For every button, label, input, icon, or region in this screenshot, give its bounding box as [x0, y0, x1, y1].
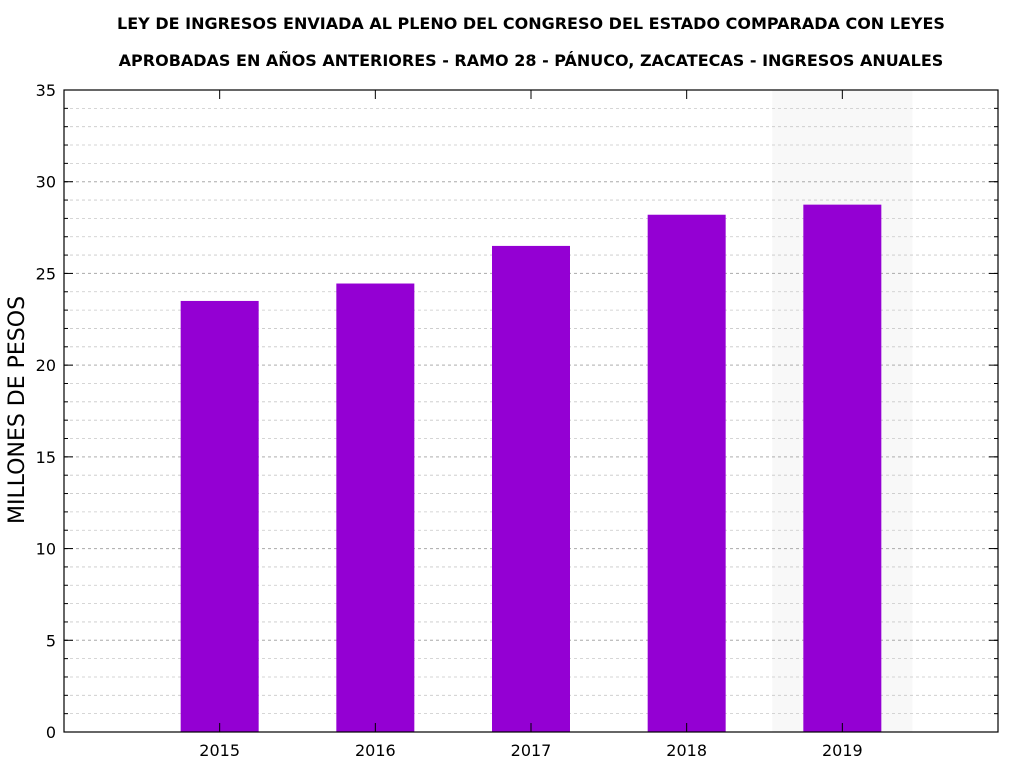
y-tick-label: 10 [36, 540, 56, 559]
y-tick-label: 35 [36, 81, 56, 100]
bar-2018 [647, 214, 726, 732]
bar-2019 [803, 204, 882, 733]
bar-2015 [180, 300, 259, 732]
y-tick-label: 20 [36, 356, 56, 375]
y-tick-label: 15 [36, 448, 56, 467]
y-tick-label: 30 [36, 173, 56, 192]
y-tick-label: 25 [36, 264, 56, 283]
x-tick-label: 2015 [199, 741, 240, 760]
x-tick-label: 2018 [666, 741, 707, 760]
y-tick-label: 5 [46, 631, 56, 650]
chart-title-line-1: LEY DE INGRESOS ENVIADA AL PLENO DEL CON… [117, 14, 945, 33]
y-axis-label: MILLONES DE PESOS [5, 296, 30, 524]
plot-frame [63, 89, 999, 733]
x-tick-label: 2017 [511, 741, 552, 760]
bar-2017 [492, 245, 570, 732]
bar-2016 [336, 283, 415, 732]
y-tick-label: 0 [46, 723, 56, 742]
x-tick-label: 2016 [355, 741, 396, 760]
chart-title-line-2: APROBADAS EN AÑOS ANTERIORES - RAMO 28 -… [118, 51, 944, 70]
x-tick-label: 2019 [822, 741, 863, 760]
